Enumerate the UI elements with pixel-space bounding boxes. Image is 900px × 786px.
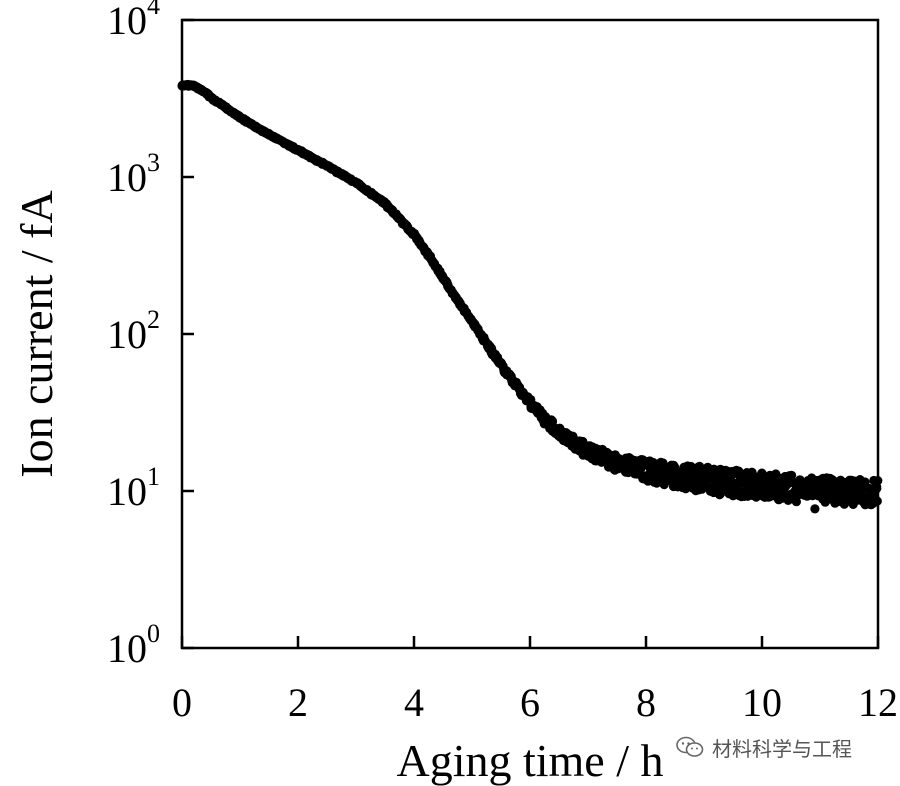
y-tick-label: 104 bbox=[107, 0, 160, 43]
y-tick-label: 100 bbox=[107, 619, 160, 671]
y-axis-title: Ion current / fA bbox=[11, 190, 62, 477]
watermark-text: 材料科学与工程 bbox=[712, 736, 852, 761]
x-tick-label: 8 bbox=[636, 680, 656, 725]
x-tick-label: 10 bbox=[742, 680, 782, 725]
x-tick-label: 0 bbox=[172, 680, 192, 725]
watermark: 材料科学与工程 bbox=[676, 732, 852, 762]
y-axis: 100 101 102 103 104 bbox=[107, 0, 194, 671]
x-axis-title: Aging time / h bbox=[396, 735, 663, 786]
x-tick-label: 6 bbox=[520, 680, 540, 725]
x-tick-label: 12 bbox=[858, 680, 898, 725]
data-markers bbox=[177, 79, 883, 514]
x-tick-label: 2 bbox=[288, 680, 308, 725]
y-tick-label: 102 bbox=[107, 305, 160, 357]
plot-frame bbox=[180, 18, 880, 650]
wechat-icon bbox=[676, 736, 704, 757]
data-point bbox=[810, 504, 820, 514]
y-tick-label: 101 bbox=[107, 462, 160, 514]
x-axis: 0 2 4 6 8 10 12 bbox=[172, 636, 898, 725]
y-tick-label: 103 bbox=[107, 148, 160, 200]
x-tick-label: 4 bbox=[404, 680, 424, 725]
